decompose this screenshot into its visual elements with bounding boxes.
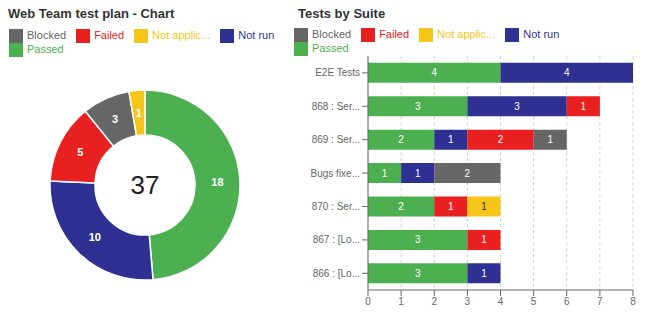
html-text:Not run: Not run (523, 28, 560, 40)
svg-text:2: 2 (398, 134, 404, 145)
svg-text:18: 18 (211, 176, 223, 188)
svg-text:10: 10 (89, 231, 101, 243)
html-text:Passed: Passed (312, 42, 349, 55)
svg-text:2: 2 (465, 168, 471, 179)
svg-text:3: 3 (514, 101, 520, 112)
svg-text:4: 4 (498, 296, 504, 307)
svg-text:1: 1 (481, 201, 487, 212)
svg-text:867 : [Lo...: 867 : [Lo... (313, 234, 360, 245)
html-text:Failed: Failed (379, 28, 410, 40)
svg-text:8: 8 (630, 296, 636, 307)
html-text:Blocked: Blocked (312, 28, 352, 40)
svg-text:3: 3 (465, 296, 471, 307)
svg-text:37: 37 (131, 170, 160, 200)
svg-text:0: 0 (365, 296, 371, 307)
html-text:Tests by Suite: Tests by Suite (298, 6, 386, 21)
svg-text:1: 1 (581, 101, 587, 112)
html-text:Failed: Failed (94, 29, 125, 41)
svg-text:3: 3 (415, 268, 421, 279)
svg-text:4: 4 (431, 67, 437, 78)
html-text:Not run: Not run (238, 29, 275, 41)
svg-text:1: 1 (448, 134, 454, 145)
svg-text:Bugs fixe...: Bugs fixe... (311, 168, 360, 179)
svg-text:1: 1 (547, 134, 553, 145)
html-text:Blocked: Blocked (27, 29, 67, 41)
svg-text:866 : [Lo...: 866 : [Lo... (313, 268, 360, 279)
svg-text:5: 5 (77, 146, 83, 158)
svg-text:7: 7 (597, 296, 603, 307)
svg-text:2: 2 (498, 134, 504, 145)
svg-text:1: 1 (448, 201, 454, 212)
svg-text:3: 3 (415, 234, 421, 245)
svg-text:3: 3 (415, 101, 421, 112)
svg-text:1: 1 (415, 168, 421, 179)
svg-text:6: 6 (564, 296, 570, 307)
svg-text:1: 1 (481, 234, 487, 245)
svg-text:3: 3 (112, 113, 118, 125)
svg-text:1: 1 (481, 268, 487, 279)
html-text:Passed: Passed (27, 43, 64, 56)
svg-text:1: 1 (136, 107, 142, 119)
svg-text:870 : Ser...: 870 : Ser... (312, 201, 360, 212)
svg-text:869 : Ser...: 869 : Ser... (312, 134, 360, 145)
svg-text:2: 2 (398, 201, 404, 212)
svg-text:E2E Tests: E2E Tests (315, 67, 360, 78)
html-text:Web Team test plan - Chart: Web Team test plan - Chart (8, 6, 175, 21)
svg-text:2: 2 (431, 296, 437, 307)
svg-text:5: 5 (531, 296, 537, 307)
svg-text:1: 1 (398, 296, 404, 307)
svg-text:868 : Ser...: 868 : Ser... (312, 101, 360, 112)
svg-text:4: 4 (564, 67, 570, 78)
html-text:Not applic...: Not applic... (152, 29, 211, 41)
svg-text:1: 1 (382, 168, 388, 179)
html-text:Not applic...: Not applic... (437, 28, 496, 40)
